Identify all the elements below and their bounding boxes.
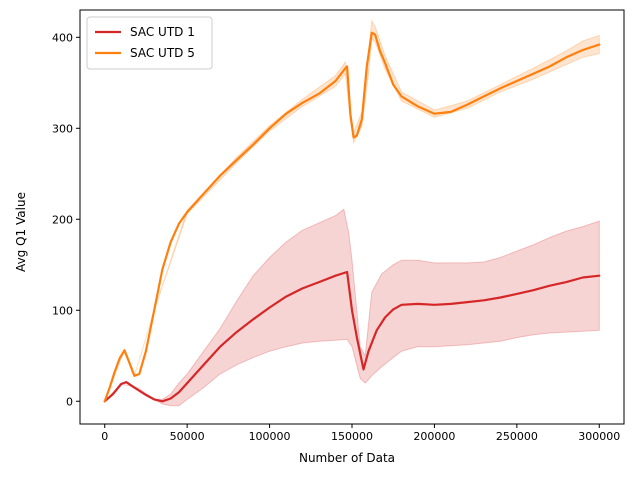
x-tick-label: 250000 bbox=[496, 430, 538, 443]
y-tick-label: 100 bbox=[52, 304, 73, 317]
x-tick-label: 0 bbox=[101, 430, 108, 443]
x-tick-label: 150000 bbox=[331, 430, 373, 443]
x-tick-label: 50000 bbox=[170, 430, 205, 443]
legend-label-sac-utd-1: SAC UTD 1 bbox=[130, 25, 195, 39]
legend: SAC UTD 1 SAC UTD 5 bbox=[86, 16, 213, 70]
x-axis-label: Number of Data bbox=[299, 451, 395, 465]
y-tick-label: 0 bbox=[66, 395, 73, 408]
series-line-sac-utd-5 bbox=[103, 31, 601, 403]
legend-label-sac-utd-5: SAC UTD 5 bbox=[130, 46, 195, 60]
y-tick-label: 200 bbox=[52, 213, 73, 226]
legend-box bbox=[86, 16, 213, 70]
y-axis-label: Avg Q1 Value bbox=[14, 192, 28, 272]
y-tick-label: 300 bbox=[52, 122, 73, 135]
series-lines bbox=[103, 31, 601, 403]
x-tick-label: 100000 bbox=[249, 430, 291, 443]
series-line-sac-utd-1 bbox=[103, 270, 601, 403]
y-axis-ticks: 0 100 200 300 400 bbox=[52, 31, 80, 408]
x-tick-label: 300000 bbox=[578, 430, 620, 443]
x-tick-label: 200000 bbox=[413, 430, 455, 443]
y-tick-label: 400 bbox=[52, 31, 73, 44]
x-axis-ticks: 0 50000 100000 150000 200000 250000 300000 bbox=[101, 424, 620, 443]
